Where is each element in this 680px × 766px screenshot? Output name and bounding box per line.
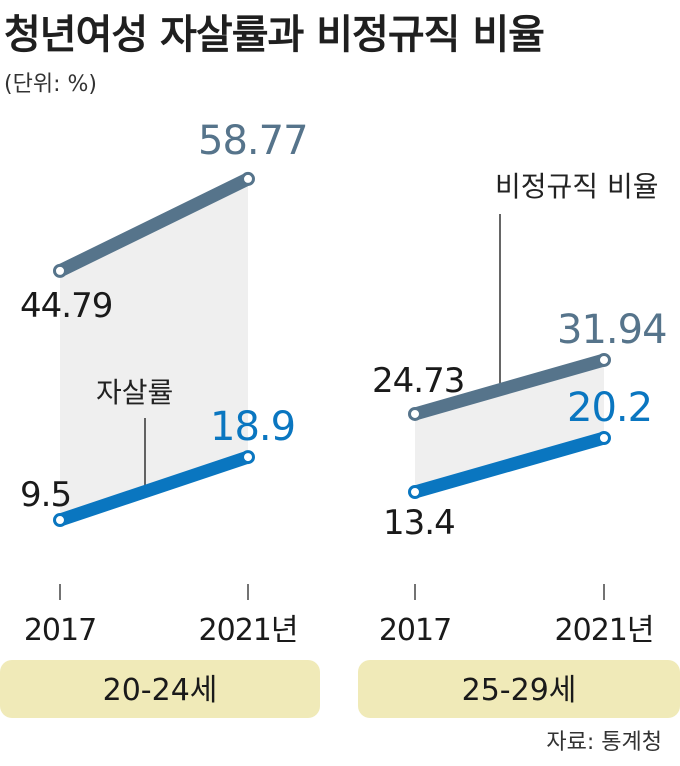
source-note: 자료: 통계청 bbox=[546, 730, 662, 755]
series-line-nonregular bbox=[53, 172, 255, 278]
data-point-nonregular bbox=[408, 406, 422, 421]
data-point-suicide bbox=[53, 513, 67, 528]
annotation-label: 자살률 bbox=[96, 376, 173, 409]
data-point-suicide bbox=[597, 431, 611, 446]
data-point-nonregular bbox=[597, 352, 611, 367]
group-label-panel bbox=[358, 660, 680, 718]
series-line-nonregular bbox=[408, 353, 611, 421]
data-label: 13.4 bbox=[383, 503, 455, 543]
x-tick-label: 2017 bbox=[24, 613, 96, 648]
data-label: 44.79 bbox=[20, 286, 112, 326]
group-label-panel bbox=[0, 660, 320, 718]
chart-title: 청년여성 자살률과 비정규직 비율 bbox=[4, 12, 545, 58]
data-point-nonregular bbox=[53, 263, 67, 278]
data-label: 24.73 bbox=[372, 361, 464, 401]
x-tick-label: 2021년 bbox=[555, 613, 654, 648]
data-label: 58.77 bbox=[198, 118, 308, 164]
group-label: 20-24세 bbox=[103, 673, 218, 708]
series-line-suicide bbox=[408, 431, 611, 499]
data-point-nonregular bbox=[241, 171, 255, 186]
data-label: 31.94 bbox=[557, 307, 667, 353]
data-label: 20.2 bbox=[567, 385, 652, 431]
group-label: 25-29세 bbox=[462, 673, 577, 708]
x-tick-label: 2021년 bbox=[199, 613, 298, 648]
band-area bbox=[60, 178, 248, 521]
data-label: 9.5 bbox=[20, 475, 71, 515]
x-tick-label: 2017 bbox=[379, 613, 451, 648]
annotation-label: 비정규직 비율 bbox=[495, 170, 658, 203]
data-label: 18.9 bbox=[210, 404, 295, 450]
unit-label: (단위: %) bbox=[4, 72, 97, 97]
data-point-suicide bbox=[241, 450, 255, 465]
band-area bbox=[415, 359, 604, 493]
data-point-suicide bbox=[408, 485, 422, 500]
series-line-suicide bbox=[53, 450, 255, 527]
